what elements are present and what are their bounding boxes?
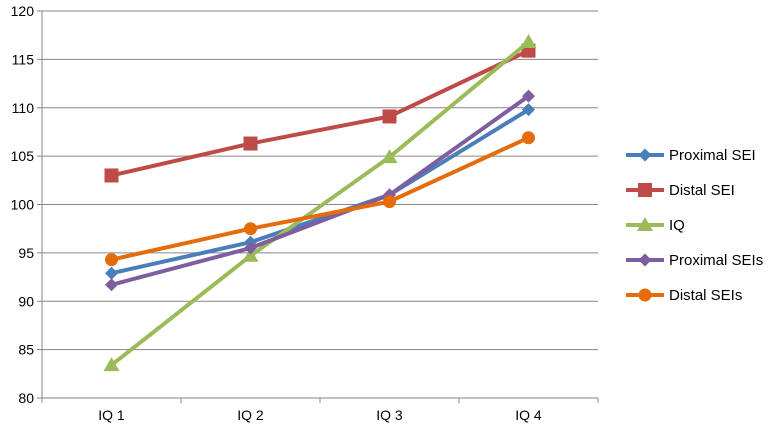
x-tick-label: IQ 3: [376, 407, 403, 423]
legend-item: Distal SEI: [626, 182, 735, 199]
data-point: [105, 266, 118, 280]
legend-item: Proximal SEI: [626, 147, 756, 164]
legend-item: IQ: [626, 217, 685, 234]
y-tick-label: 115: [12, 51, 35, 67]
legend-swatch-marker: [637, 217, 653, 231]
data-point: [105, 253, 118, 267]
data-point: [244, 241, 257, 255]
data-point: [381, 149, 398, 164]
grid: [42, 10, 598, 351]
data-point: [104, 168, 119, 183]
data-point: [382, 109, 397, 124]
legend-label: Proximal SEIs: [669, 252, 763, 269]
legend-label: IQ: [669, 217, 685, 234]
y-tick-label: 100: [11, 197, 35, 213]
y-tick-label: 80: [18, 390, 34, 406]
legend-swatch-marker: [638, 183, 652, 197]
series-line: [109, 135, 531, 262]
series-distal-seis: [105, 131, 535, 267]
legend-item: Distal SEIs: [626, 287, 742, 304]
data-point: [103, 357, 120, 372]
y-tick-label: 85: [18, 342, 34, 358]
data-point: [522, 103, 535, 117]
data-point: [244, 222, 257, 236]
series: [103, 33, 537, 372]
legend-swatch-marker: [638, 288, 652, 302]
y-tick-label: 105: [11, 148, 35, 164]
data-point: [242, 247, 259, 262]
legend: Proximal SEI Distal SEI IQ Proximal SEIs Dis…: [626, 147, 763, 304]
y-tick-label: 120: [11, 3, 35, 19]
y-tick-label: 90: [18, 293, 34, 309]
x-tick-label: IQ 2: [237, 407, 264, 423]
legend-item: Proximal SEIs: [626, 252, 763, 269]
data-point: [105, 278, 118, 292]
data-point: [522, 131, 535, 145]
data-point: [520, 33, 537, 48]
legend-label: Distal SEIs: [669, 287, 742, 304]
data-point: [243, 136, 258, 151]
series-iq: [103, 33, 537, 372]
x-tick-label: IQ 4: [515, 407, 542, 423]
legend-label: Proximal SEI: [669, 147, 756, 164]
series-line: [109, 48, 531, 178]
legend-swatch-marker: [638, 253, 652, 267]
series-line: [109, 94, 531, 287]
y-tick-label: 95: [18, 245, 34, 261]
axes: [37, 10, 599, 403]
y-tick-label: 110: [12, 100, 35, 116]
y-axis-tick-labels: 80 85 90 95 100 105 110 115 120: [11, 3, 35, 406]
data-point: [522, 89, 535, 103]
series-line: [109, 107, 531, 276]
x-tick-label: IQ 1: [98, 407, 125, 423]
series-line: [109, 39, 531, 368]
x-axis-tick-labels: IQ 1 IQ 2 IQ 3 IQ 4: [98, 407, 542, 423]
series-proximal-seis: [105, 89, 535, 292]
data-point: [383, 195, 396, 209]
legend-swatch-marker: [638, 148, 652, 162]
series-distal-sei: [104, 43, 536, 183]
legend-label: Distal SEI: [669, 182, 735, 199]
